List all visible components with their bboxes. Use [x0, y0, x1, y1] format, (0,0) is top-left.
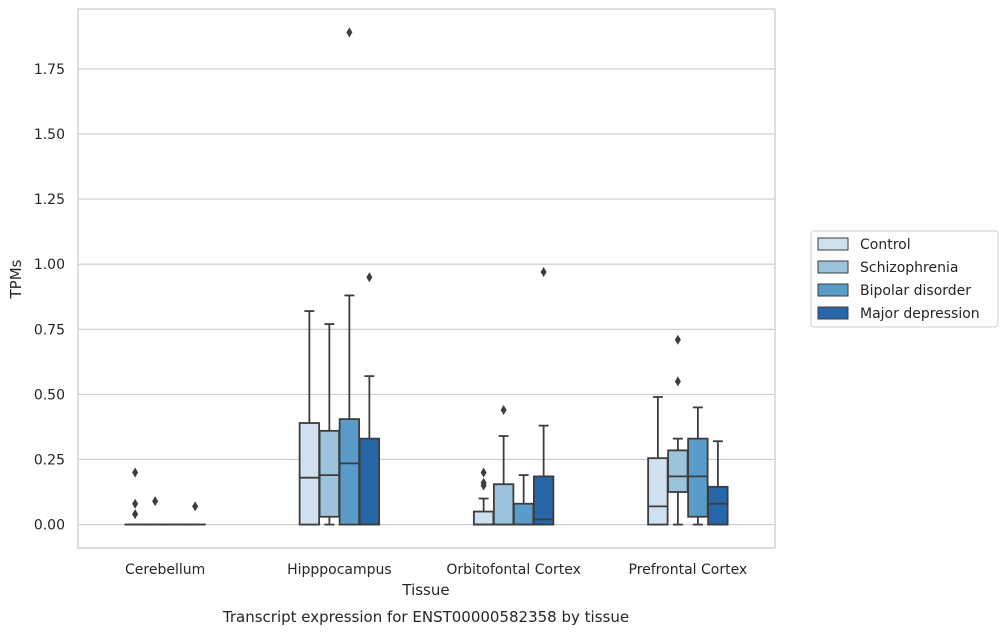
iqr-box [687, 437, 709, 518]
box-1-1 [318, 323, 341, 526]
box-2-1 [492, 404, 515, 526]
box-3-1 [667, 334, 689, 526]
box-2-3 [532, 266, 555, 526]
legend-frame [810, 230, 999, 328]
box-2-2 [512, 474, 535, 526]
y-tick-label: 1.00 [34, 257, 65, 273]
y-tick-label: 1.75 [34, 62, 65, 78]
iqr-box [358, 437, 381, 526]
outlier-point [132, 498, 139, 509]
box-1-0 [298, 310, 321, 526]
box-0-1 [144, 496, 166, 526]
plot-frame [77, 8, 776, 549]
box-3-0 [647, 396, 669, 526]
gridlines [78, 68, 775, 526]
outlier-point [132, 509, 139, 520]
iqr-box [667, 449, 689, 493]
legend: Control Schizophrenia Bipolar disorder Majo… [810, 230, 999, 328]
x-tick-label: Cerebellum [125, 562, 205, 578]
legend-swatch [817, 260, 849, 274]
outlier-point [540, 266, 547, 277]
outlier-point [192, 501, 199, 512]
box-3-2 [687, 406, 709, 526]
iqr-box [338, 418, 361, 526]
y-tick-label: 1.50 [34, 127, 65, 143]
x-tick-label: Orbitofontal Cortex [446, 562, 581, 578]
iqr-box [318, 429, 341, 518]
x-tick-label: Hipppocampus [287, 562, 392, 578]
outlier-point [346, 27, 353, 38]
outlier-point [674, 334, 681, 345]
outlier-point [480, 480, 487, 491]
box-plot-area [124, 27, 729, 526]
outlier-point [152, 496, 159, 507]
iqr-box [707, 485, 729, 526]
outlier-point [480, 467, 487, 478]
y-tick-label: 0.50 [34, 387, 65, 403]
iqr-box [492, 483, 515, 526]
iqr-box [647, 457, 669, 526]
box-0-0 [124, 467, 146, 526]
iqr-box [472, 510, 495, 526]
x-tick-label: Prefrontal Cortex [629, 562, 748, 578]
iqr-box [512, 502, 535, 526]
legend-label: Major depression [860, 306, 980, 322]
y-tick-label: 0.00 [34, 518, 65, 534]
outlier-point [132, 467, 139, 478]
box-0-3 [184, 501, 206, 526]
legend-swatch [817, 306, 849, 320]
legend-swatch [817, 283, 849, 297]
box-1-3 [358, 272, 381, 526]
legend-label: Schizophrenia [860, 260, 958, 276]
box-1-2 [338, 27, 361, 526]
legend-label: Control [860, 237, 911, 253]
x-axis-label: Tissue [401, 581, 449, 599]
y-tick-label: 0.25 [34, 452, 65, 468]
outlier-point [366, 272, 373, 283]
legend-swatch [817, 237, 849, 251]
legend-label: Bipolar disorder [860, 283, 971, 299]
x-axis-ticks: Cerebellum Hipppocampus Orbitofontal Corte… [125, 562, 747, 578]
outlier-point [500, 404, 507, 415]
box-3-3 [707, 440, 729, 526]
y-axis-ticks: 0.00 0.25 0.50 0.75 1.00 1.25 1.50 1.75 [34, 62, 65, 534]
y-axis-label: TPMs [7, 259, 25, 299]
y-tick-label: 0.75 [34, 322, 65, 338]
box-2-0 [472, 467, 495, 526]
chart-caption: Transcript expression for ENST0000058235… [222, 608, 629, 626]
iqr-box [298, 422, 321, 526]
outlier-point [674, 376, 681, 387]
y-tick-label: 1.25 [34, 192, 65, 208]
iqr-box [532, 475, 555, 526]
